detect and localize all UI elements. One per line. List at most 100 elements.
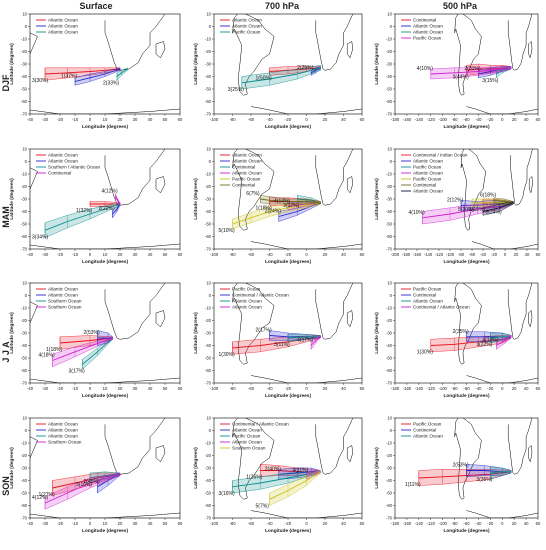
x-tick-label: -10 xyxy=(72,386,79,391)
trajectory-annotation: 2(31%) xyxy=(464,66,480,72)
trajectory-annotation: 2(40%) xyxy=(265,466,281,472)
x-axis-label: Longitude (degrees) xyxy=(82,528,129,534)
y-tick-label: -20 xyxy=(386,318,393,323)
trajectory-annotation: 4(12%) xyxy=(102,189,118,195)
x-tick-label: -80 xyxy=(229,117,236,122)
x-tick-label: -180 xyxy=(391,117,400,122)
x-axis-label: Longitude (degrees) xyxy=(265,259,312,265)
row-label-son: SON xyxy=(1,476,11,496)
y-tick-label: 0 xyxy=(209,428,212,433)
y-tick-label: -40 xyxy=(205,478,212,483)
coastline xyxy=(346,310,354,328)
y-tick-label: -20 xyxy=(386,453,393,458)
legend-label: Atlantic Ocean xyxy=(413,24,443,29)
y-tick-label: 10 xyxy=(22,12,27,17)
y-tick-label: -70 xyxy=(386,516,393,521)
y-tick-label: -70 xyxy=(205,516,212,521)
x-tick-label: -180 xyxy=(391,386,400,391)
y-axis-label: Latitude (degrees) xyxy=(374,312,380,354)
trajectory-group xyxy=(44,471,121,510)
x-tick-label: -30 xyxy=(42,521,49,526)
y-tick-label: 0 xyxy=(25,293,28,298)
x-tick-label: -80 xyxy=(452,117,459,122)
legend-label: Atlantic Ocean xyxy=(232,440,262,445)
y-tick-label: -60 xyxy=(21,234,28,239)
trajectory-group xyxy=(44,67,128,86)
y-tick-label: 0 xyxy=(390,428,393,433)
y-tick-label: -40 xyxy=(205,209,212,214)
coastline-group xyxy=(232,14,362,114)
y-tick-label: -10 xyxy=(21,306,28,311)
y-axis-label: Latitude (degrees) xyxy=(9,312,15,354)
legend-label: Continental / Atlantic Ocean xyxy=(232,293,289,298)
panel-grid: 3(30%)1(37%)2(33%)100-10-20-30-40-50-60-… xyxy=(9,12,541,535)
trajectory-annotation: 3(24%) xyxy=(486,209,502,215)
x-tick-label: 20 xyxy=(323,252,328,257)
y-tick-label: -50 xyxy=(205,356,212,361)
y-tick-label: -10 xyxy=(205,306,212,311)
trajectory-annotation: 5(10%) xyxy=(219,228,235,234)
y-tick-label: -30 xyxy=(205,197,212,202)
x-tick-label: -60 xyxy=(248,117,255,122)
x-tick-label: -160 xyxy=(403,117,412,122)
x-tick-label: 60 xyxy=(536,252,541,257)
x-tick-label: -20 xyxy=(487,117,494,122)
y-tick-label: 0 xyxy=(390,24,393,29)
trajectory-line xyxy=(306,471,321,476)
trajectory-line xyxy=(116,68,128,77)
y-tick-label: 0 xyxy=(25,428,28,433)
y-tick-label: -20 xyxy=(21,318,28,323)
trajectory-line xyxy=(44,68,121,75)
x-tick-label: 60 xyxy=(360,252,365,257)
y-tick-label: 10 xyxy=(22,281,27,286)
x-tick-label: -40 xyxy=(475,521,482,526)
trajectory-annotation: 1(11%) xyxy=(405,482,421,488)
x-tick-label: 40 xyxy=(341,521,346,526)
trajectory-annotation: 1(18%) xyxy=(46,347,62,353)
x-tick-label: 20 xyxy=(118,521,123,526)
trajectory-annotation: 5(7%) xyxy=(256,503,270,509)
trajectory-annotation: 1(26%) xyxy=(246,475,262,481)
x-tick-label: 30 xyxy=(133,521,138,526)
y-tick-label: -60 xyxy=(21,99,28,104)
x-tick-label: -160 xyxy=(403,386,412,391)
y-axis-label: Latitude (degrees) xyxy=(374,178,380,220)
y-tick-label: 0 xyxy=(209,24,212,29)
trajectory-line xyxy=(232,202,321,225)
legend-label: Pacific Ocean xyxy=(232,434,261,439)
y-tick-label: -40 xyxy=(21,74,28,79)
trajectory-annotation: 4(17%) xyxy=(297,338,313,344)
y-tick-label: 10 xyxy=(22,416,27,421)
y-tick-label: -60 xyxy=(205,234,212,239)
trajectory-annotation: 1(27%) xyxy=(39,492,55,498)
y-tick-label: -70 xyxy=(386,381,393,386)
y-tick-label: 0 xyxy=(25,159,28,164)
x-tick-label: -20 xyxy=(285,117,292,122)
x-tick-label: -40 xyxy=(27,386,34,391)
x-tick-label: 30 xyxy=(133,117,138,122)
trajectory-line xyxy=(115,196,121,205)
legend-label: Pacific Ocean xyxy=(413,36,442,41)
coastline xyxy=(30,512,180,518)
trajectory-group xyxy=(430,63,512,80)
x-tick-label: -20 xyxy=(491,252,498,257)
legend-label: Atlantic Ocean xyxy=(48,293,78,298)
coastline xyxy=(528,444,533,463)
legend-label: Southern / Atlantic Ocean xyxy=(48,165,101,170)
x-tick-label: 20 xyxy=(512,386,517,391)
trajectory-annotation: 3(30%) xyxy=(32,78,48,84)
trajectory-annotation: 6(7%) xyxy=(246,191,260,197)
x-tick-label: 40 xyxy=(341,386,346,391)
y-tick-label: -60 xyxy=(21,368,28,373)
coastline xyxy=(528,309,533,328)
x-tick-label: 20 xyxy=(514,252,519,257)
x-tick-label: -20 xyxy=(285,521,292,526)
x-tick-label: 40 xyxy=(148,252,153,257)
y-tick-label: -50 xyxy=(21,222,28,227)
legend-label: Atlantic Ocean xyxy=(413,159,443,164)
plot-area xyxy=(213,13,363,115)
legend-label: Atlantic Ocean xyxy=(48,30,78,35)
legend-label: Atlantic Ocean xyxy=(48,434,78,439)
y-tick-label: 10 xyxy=(22,147,27,152)
